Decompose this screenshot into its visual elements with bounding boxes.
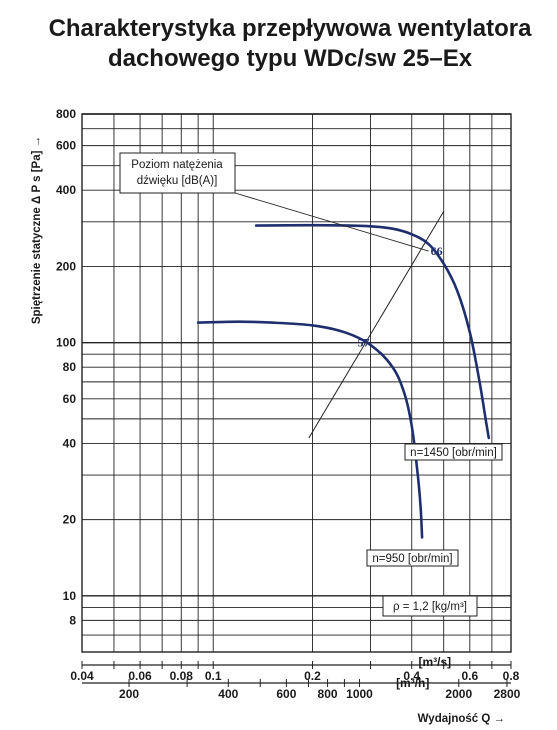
x-tick-label-m3h: 2800 <box>494 687 521 701</box>
speed-label-box-1450 <box>404 443 503 461</box>
y-tick-label: 100 <box>56 336 76 350</box>
y-tick-label: 400 <box>56 183 76 197</box>
noise-legend-line-1: Poziom natężenia <box>131 159 223 171</box>
x-unit-m3s: [m³/s] <box>418 655 451 669</box>
noise-reference-line <box>308 211 445 439</box>
noise-level-label: 57 <box>357 336 369 350</box>
fan-curve-1450 <box>254 223 491 440</box>
x-tick-label-m3h: 800 <box>318 687 338 701</box>
x-tick-label-m3s: 0.06 <box>128 669 152 683</box>
y-tick-labels: 8 10 20 40 60 80 100 200 400 600 800 <box>56 107 76 627</box>
speed-label-box-950 <box>366 549 459 567</box>
x-axis-label: Wydajność Q → <box>418 713 505 725</box>
x-tick-labels: 0.04 0.06 0.08 0.1 0.2 0.4 0.6 0.8 [m³/s] 200 400 6… <box>70 655 520 701</box>
x-tick-label-m3h: 1000 <box>346 687 373 701</box>
y-axis-label: Spiętrzenie statyczne Δ P s [Pa] → <box>31 136 43 324</box>
x-tick-label-m3h: 2000 <box>445 687 472 701</box>
chart-title-line-2: dachowego typu WDc/sw 25–Ex <box>108 45 473 72</box>
x-tick-label-m3s: 0.04 <box>70 669 94 683</box>
speed-label-950: n=950 [obr/min] <box>372 553 452 565</box>
noise-legend-line-2: dźwięku [dB(A)] <box>137 175 218 187</box>
curves <box>196 211 491 539</box>
noise-legend-leader <box>234 192 429 252</box>
x-tick-label-m3h: 600 <box>276 687 296 701</box>
y-tick-label: 600 <box>56 139 76 153</box>
x-tick-label-m3s: 0.1 <box>205 669 222 683</box>
x-tick-label-m3s: 0.8 <box>503 669 520 683</box>
x-unit-m3h: [m³/h] <box>396 676 429 690</box>
grid <box>81 113 512 653</box>
y-tick-label: 40 <box>63 436 77 450</box>
x-tick-label-m3s: 0.6 <box>461 669 478 683</box>
y-tick-label: 10 <box>63 589 77 603</box>
speed-label-1450: n=1450 [obr/min] <box>410 447 497 459</box>
density-label: ρ = 1,2 [kg/m³] <box>393 601 467 613</box>
y-tick-label: 800 <box>56 107 76 121</box>
x-tick-label-m3h: 400 <box>218 687 238 701</box>
plot-frame <box>81 113 512 653</box>
y-tick-label: 8 <box>69 613 76 627</box>
x-tick-label-m3s: 0.2 <box>304 669 321 683</box>
fan-curve-950 <box>196 320 424 539</box>
y-tick-label: 80 <box>63 360 77 374</box>
density-box <box>382 595 478 617</box>
x-tick-label-m3s: 0.4 <box>403 669 420 683</box>
x-tick-label-m3s: 0.08 <box>170 669 194 683</box>
annotations: 66 57 Poziom natężenia dźwięku [dB(A)] n=145… <box>119 152 503 617</box>
y-tick-label: 60 <box>63 392 77 406</box>
y-tick-label: 200 <box>56 259 76 273</box>
y-tick-label: 20 <box>63 513 77 527</box>
noise-level-label: 66 <box>431 244 443 258</box>
chart-title-line-1: Charakterystyka przepływowa wentylatora <box>49 15 533 42</box>
x-tick-label-m3h: 200 <box>119 687 139 701</box>
noise-legend-box <box>119 152 236 194</box>
